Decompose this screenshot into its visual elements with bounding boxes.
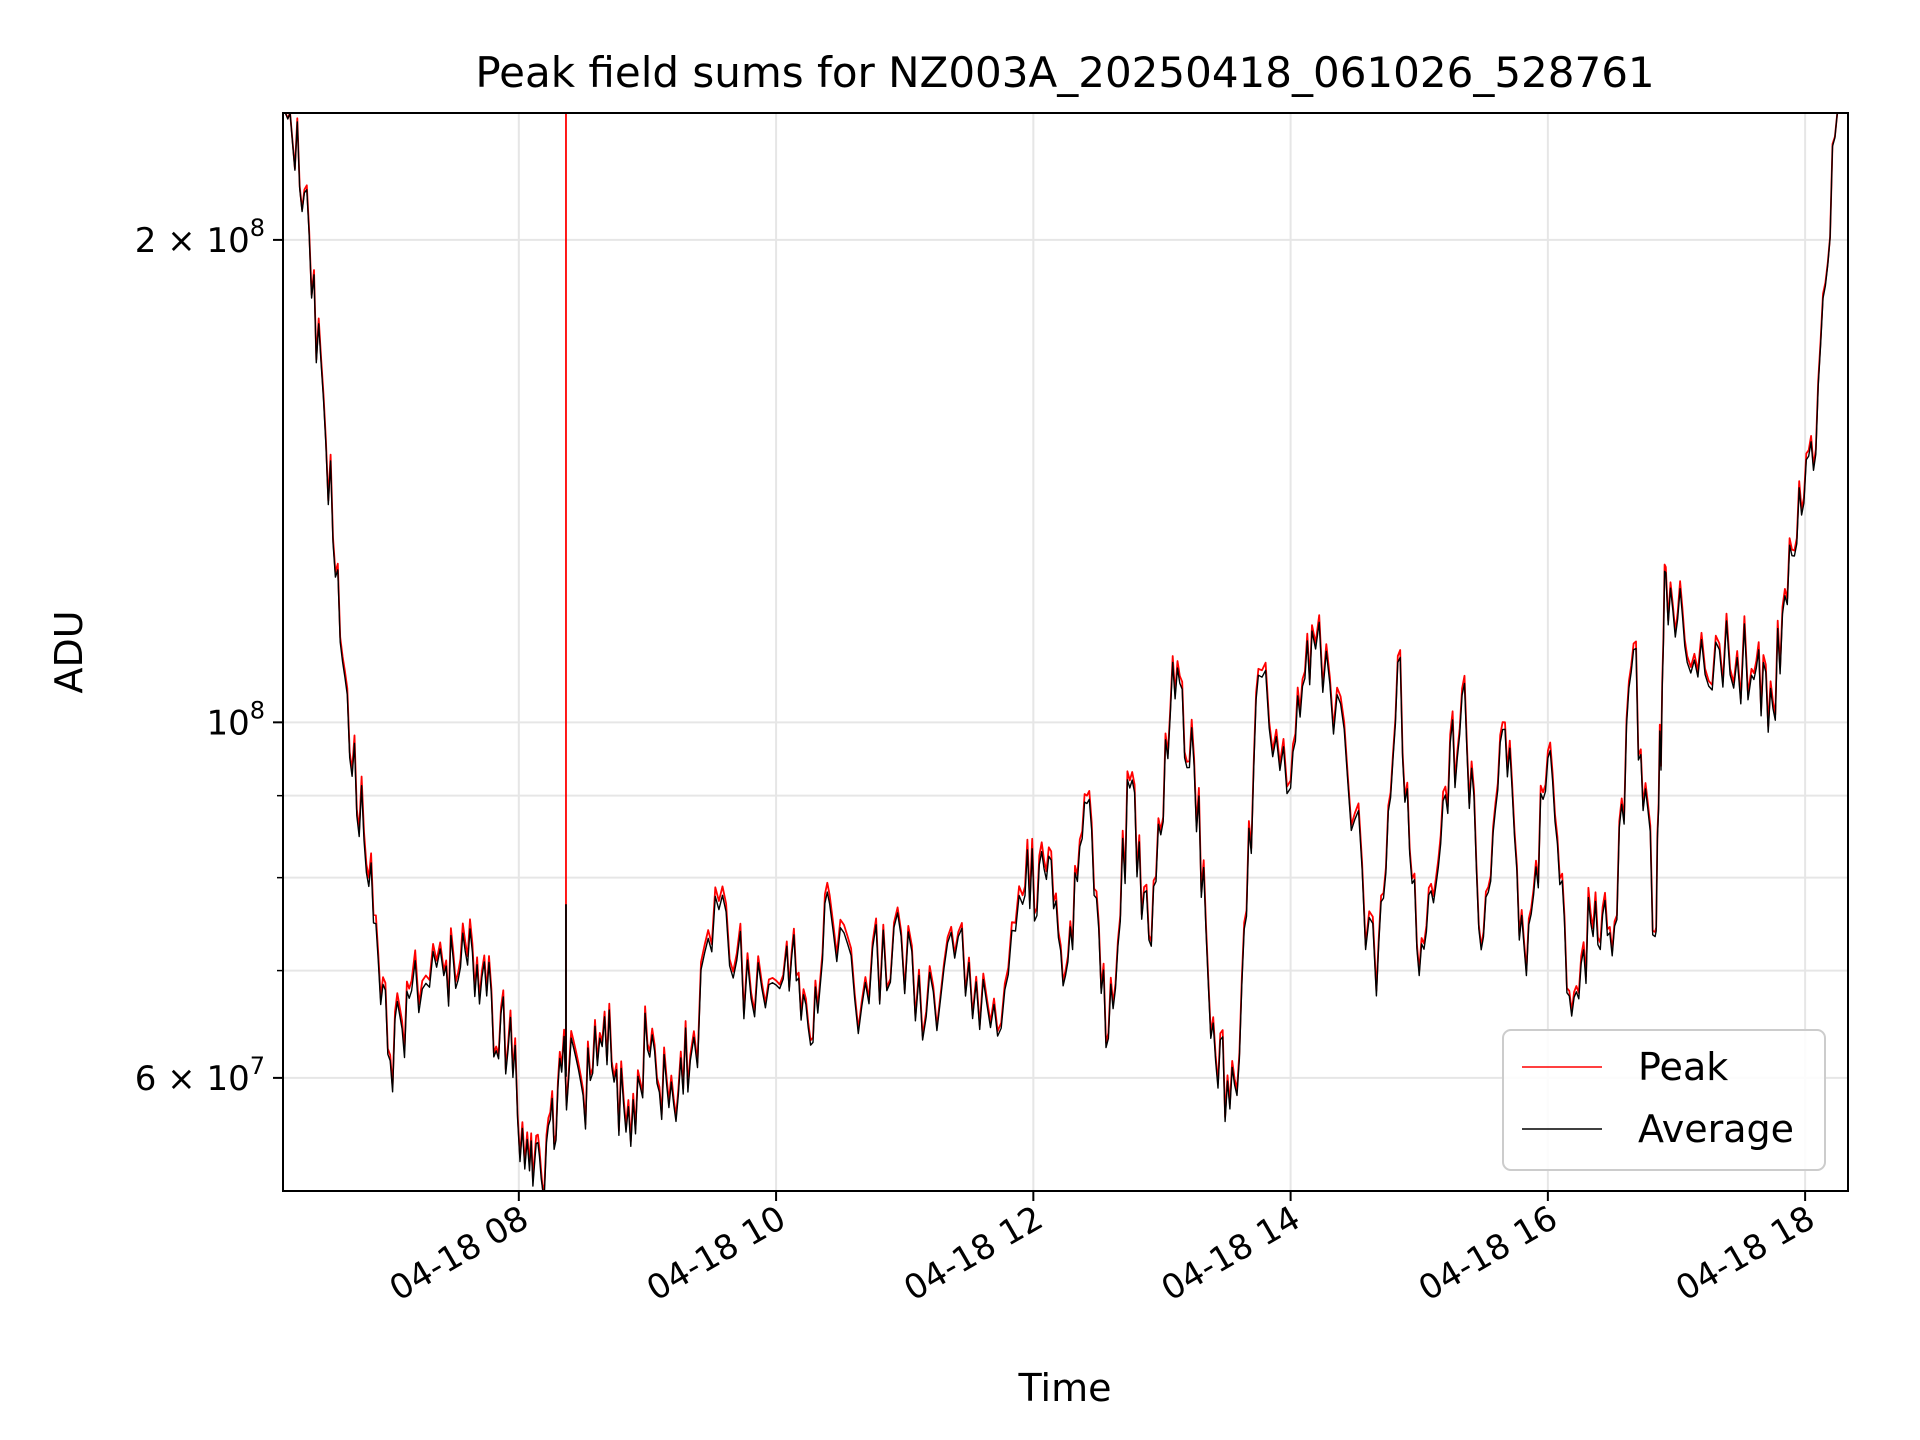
legend: Peak Average bbox=[1502, 1029, 1826, 1171]
y-axis: 2 × 108 108 6 × 107 bbox=[135, 214, 283, 1099]
series-line-average bbox=[283, 112, 1838, 1192]
plot-frame bbox=[282, 112, 1849, 1192]
legend-box bbox=[1502, 1029, 1826, 1171]
y-tick-label: 2 × 108 bbox=[135, 214, 265, 261]
y-axis-label: ADU bbox=[47, 610, 91, 693]
chart-title: Peak field sums for NZ003A_20250418_0610… bbox=[475, 48, 1654, 97]
y-tick-label: 6 × 107 bbox=[135, 1052, 265, 1099]
series-layer bbox=[283, 112, 1839, 1192]
x-axis-label: Time bbox=[1018, 1366, 1112, 1410]
legend-label-average: Average bbox=[1638, 1107, 1794, 1151]
grid bbox=[283, 113, 1848, 1191]
y-tick-label: 108 bbox=[206, 696, 265, 743]
legend-label-peak: Peak bbox=[1638, 1045, 1728, 1089]
